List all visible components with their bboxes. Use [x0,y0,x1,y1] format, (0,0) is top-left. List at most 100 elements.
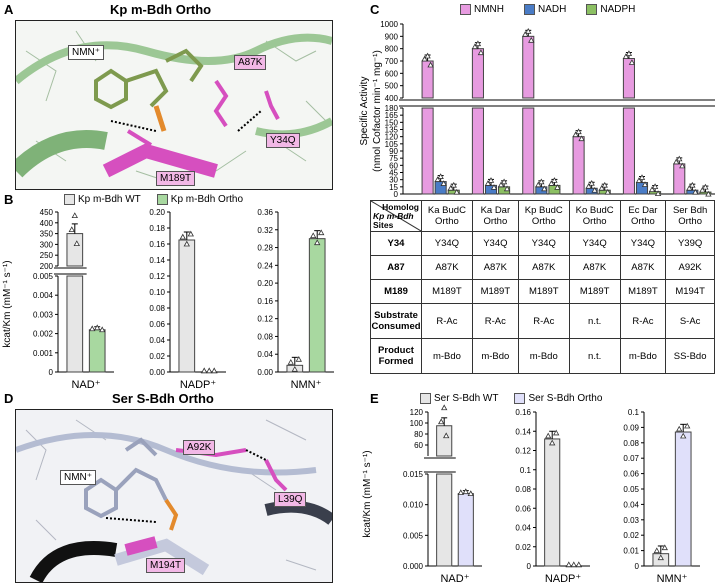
data-point [528,37,535,43]
data-point [679,162,686,169]
panel-label-b: B [4,192,14,207]
data-point [598,184,605,191]
data-point [676,155,683,162]
y-tick-label: 300 [40,240,54,249]
label-m189t: M189T [156,171,196,186]
data-point [657,554,664,561]
y-tick-label: 0.005 [33,272,54,281]
panel-label-c: C [370,2,380,17]
label-y34q: Y34Q [266,133,300,148]
y-tick-label: 0.20 [149,208,165,217]
y-tick-label: 60 [389,161,398,170]
y-tick-label: 900 [385,32,399,41]
label-a92k: A92K [183,440,216,455]
table-cell: m-Bdo [471,338,519,374]
data-point [661,544,668,551]
bar [66,233,84,267]
data-point [71,212,78,218]
data-point [471,43,479,50]
data-point [474,40,482,47]
structure-d-image [16,419,332,582]
sites-table: Homolog Kp m-Bdh Sites Ka BudC Ortho Ka … [370,200,715,374]
data-point [588,179,595,186]
bar [421,107,434,195]
data-point [287,359,294,365]
column-header: Ec Dar Ortho [619,200,667,232]
data-point [549,439,556,446]
y-tick-label: 0.001 [33,349,54,358]
y-tick-label: 0.09 [623,423,639,432]
y-tick-label: 350 [40,230,54,239]
data-point [628,59,636,65]
data-point [548,180,555,186]
y-tick-label: 0.12 [515,447,531,456]
bar [522,107,535,195]
y-tick-label: 0.02 [623,531,639,540]
data-point [692,188,699,195]
data-point [201,367,208,374]
legend-wt-e-text: Ser S-Bdh WT [434,393,499,405]
data-point [503,185,511,192]
table-cell: m-Bdo [619,338,667,374]
data-point [441,404,448,411]
y-tick-label: 150 [385,118,399,127]
y-tick-label: 0.002 [33,330,54,339]
data-point [570,561,577,568]
data-point [484,180,492,186]
bar [572,136,585,195]
bar [622,107,635,195]
label-nmn-d: NMN⁺ [60,470,97,485]
data-point [487,177,495,183]
data-point [545,432,552,439]
data-point [206,367,213,374]
y-tick-label: 105 [385,140,399,149]
table-cell: m-Bdo [421,338,473,374]
y-tick-label: 0.04 [623,500,639,509]
panel-a-title: Kp m-Bdh Ortho [110,2,212,17]
table-row: Substrate Consumed R-Ac R-Ac R-Ac n.t. R… [370,303,715,339]
bar [436,473,453,567]
data-point [314,239,321,246]
bar [674,431,692,567]
data-point [438,418,445,425]
y-tick-label: 0.06 [515,504,531,513]
row-label: M189 [370,279,422,304]
y-tick-label: 75 [389,154,398,163]
row-label: Substrate Consumed [370,303,422,339]
bar [471,107,484,195]
y-tick-label: 80 [414,430,423,439]
y-tick-label: 0 [527,562,532,571]
column-header: Ko BudC Ortho [568,200,621,232]
y-tick-label: 100 [410,419,424,428]
data-point [705,190,712,197]
data-point [187,230,194,237]
y-tick-label: 0 [635,562,640,571]
y-tick-label: 0.005 [403,531,424,540]
y-tick-label: 0.04 [515,524,531,533]
table-cell: R-Ac [471,303,519,339]
y-tick-label: 30 [389,176,398,185]
panel-d-title: Ser S-Bdh Ortho [112,391,214,406]
data-point [654,190,662,197]
data-point [477,49,485,56]
table-row: A87 A87K A87K A87K A87K A87K A92K [370,255,715,280]
table-cell: M189T [568,279,621,304]
y-tick-label: 0.015 [403,470,424,479]
data-point [572,131,579,138]
table-cell: A87K [421,255,473,280]
y-tick-label: 0.16 [515,408,531,417]
bar [471,48,484,99]
legend-wt-e: Ser S-Bdh WT [420,393,498,404]
y-tick-label: 0.08 [149,304,165,313]
data-point [68,226,75,232]
y-tick-label: 165 [385,111,399,120]
data-point [525,28,532,34]
data-point [686,184,693,191]
data-point [585,182,592,189]
y-tick-label: 0.12 [149,272,165,281]
y-tick-label: 0.04 [149,336,165,345]
data-point [538,178,545,185]
y-axis-label: (nmol Cofactor min⁻¹ mg⁻¹) [372,50,383,172]
table-cell: Y34Q [471,231,519,256]
data-point [565,561,572,568]
